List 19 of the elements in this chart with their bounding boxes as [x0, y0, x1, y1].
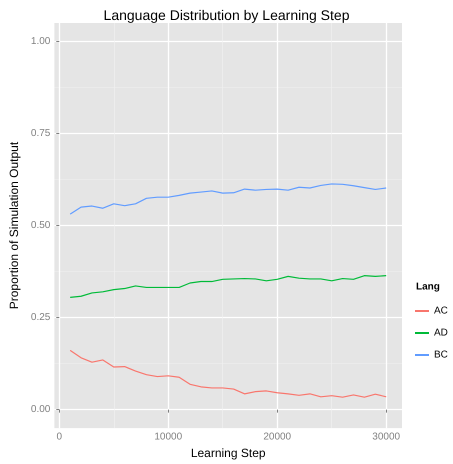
y-tick-label: 0.50: [30, 220, 51, 232]
x-tick-label: 30000: [372, 432, 401, 443]
x-axis-title: Learning Step: [190, 446, 266, 460]
legend-label: AD: [434, 328, 448, 338]
legend-title: Lang: [416, 282, 440, 292]
chart-title: Language Distribution by Learning Step: [104, 7, 350, 23]
line-series: [70, 183, 387, 215]
legend-label: AC: [434, 306, 448, 316]
y-tick-label: 0.00: [30, 404, 51, 416]
x-tick-label: 0: [56, 432, 62, 443]
line-series: [70, 350, 387, 398]
y-axis-title: Proportion of Simulation Output: [7, 141, 21, 310]
y-tick-label: 1.00: [30, 36, 51, 47]
legend-label: BC: [434, 350, 448, 360]
line-series: [70, 275, 387, 298]
x-tick-label: 20000: [263, 432, 292, 443]
y-tick-label: 0.75: [30, 128, 51, 139]
y-tick-label: 0.25: [30, 312, 51, 324]
x-tick-label: 10000: [154, 432, 183, 443]
